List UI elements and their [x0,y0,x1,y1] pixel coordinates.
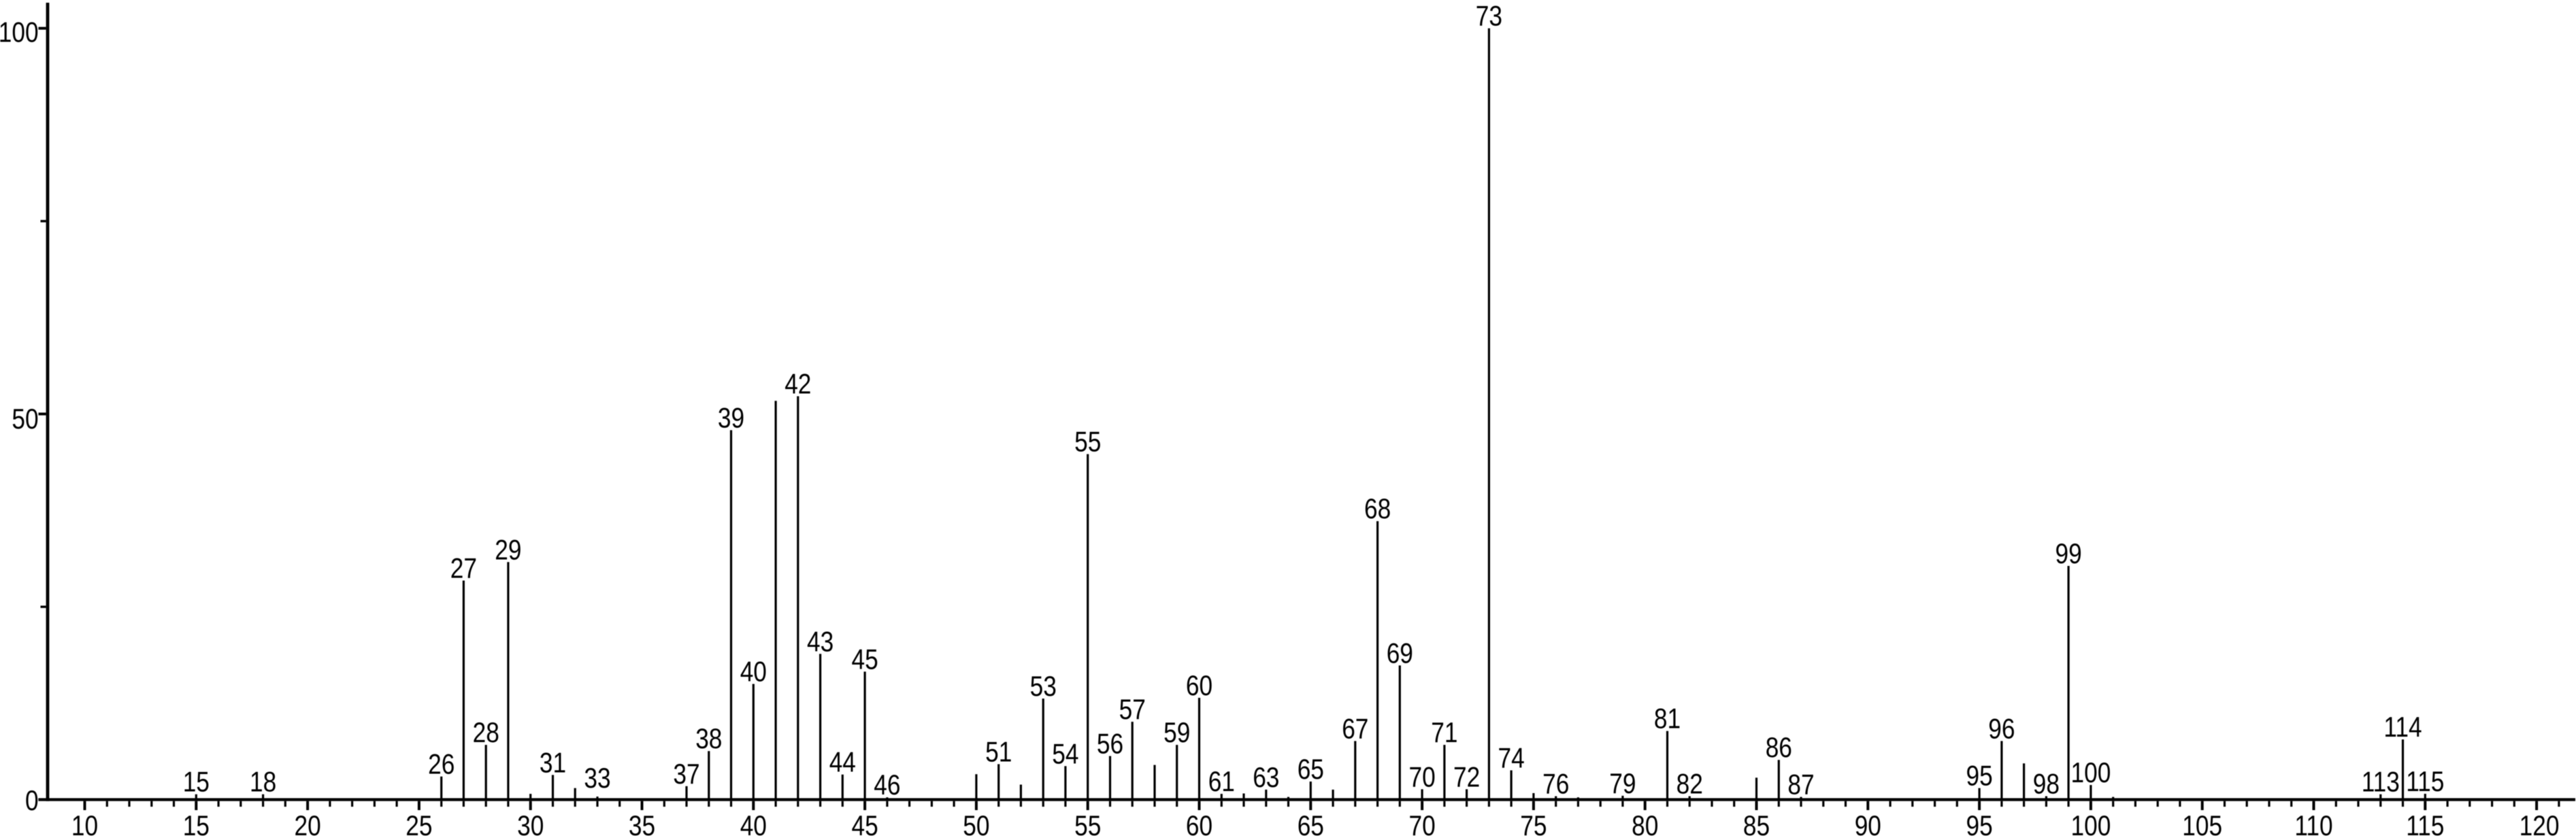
svg-text:99: 99 [2055,538,2081,569]
svg-text:87: 87 [1787,769,1814,801]
svg-text:72: 72 [1453,762,1480,793]
svg-text:67: 67 [1342,714,1368,745]
svg-text:15: 15 [183,810,210,838]
svg-text:53: 53 [1030,671,1057,702]
svg-text:110: 110 [2294,810,2332,838]
svg-text:38: 38 [695,724,722,755]
svg-text:105: 105 [2182,810,2222,838]
svg-text:98: 98 [2033,769,2060,800]
svg-text:50: 50 [963,810,989,838]
svg-text:71: 71 [1431,717,1457,748]
svg-text:82: 82 [1677,769,1703,800]
svg-text:50: 50 [12,403,38,435]
svg-text:68: 68 [1364,494,1391,525]
svg-text:80: 80 [1632,810,1658,838]
svg-text:76: 76 [1542,769,1569,800]
svg-text:100: 100 [2070,810,2111,838]
svg-text:26: 26 [428,749,455,780]
svg-text:43: 43 [807,626,833,658]
svg-text:61: 61 [1208,766,1235,797]
svg-text:40: 40 [740,656,767,688]
svg-text:45: 45 [851,644,878,675]
svg-text:40: 40 [740,810,767,838]
svg-text:81: 81 [1654,703,1681,735]
svg-text:57: 57 [1119,694,1146,725]
svg-text:75: 75 [1520,810,1547,838]
svg-text:44: 44 [829,747,856,778]
svg-text:28: 28 [473,717,499,748]
svg-text:100: 100 [2070,757,2111,788]
svg-text:18: 18 [250,767,276,798]
svg-text:85: 85 [1743,810,1770,838]
svg-text:20: 20 [294,810,320,838]
svg-text:55: 55 [1074,426,1101,458]
svg-text:29: 29 [495,535,521,566]
svg-text:31: 31 [540,748,566,779]
svg-text:95: 95 [1966,760,1992,792]
svg-text:96: 96 [1988,714,2015,745]
svg-text:0: 0 [25,785,39,816]
svg-text:54: 54 [1052,739,1078,770]
svg-text:120: 120 [2520,810,2560,838]
svg-text:79: 79 [1609,768,1636,799]
svg-text:65: 65 [1298,810,1324,838]
svg-text:69: 69 [1387,638,1413,669]
svg-text:33: 33 [584,762,610,794]
svg-text:42: 42 [785,369,811,400]
svg-text:39: 39 [718,403,744,434]
svg-text:10: 10 [71,810,98,838]
svg-text:113: 113 [2362,767,2400,798]
svg-text:100: 100 [0,17,39,48]
svg-text:46: 46 [874,770,900,801]
svg-text:70: 70 [1408,810,1435,838]
svg-text:55: 55 [1074,810,1101,838]
svg-text:90: 90 [1855,810,1881,838]
svg-text:35: 35 [629,810,655,838]
svg-text:95: 95 [1966,810,1992,838]
svg-text:59: 59 [1163,717,1190,748]
svg-text:51: 51 [985,737,1012,768]
svg-text:74: 74 [1498,743,1524,774]
svg-text:115: 115 [2406,766,2444,797]
svg-text:115: 115 [2406,810,2444,838]
svg-text:37: 37 [673,758,699,790]
svg-text:30: 30 [517,810,544,838]
svg-text:56: 56 [1097,728,1123,760]
svg-text:70: 70 [1408,762,1435,793]
svg-text:114: 114 [2383,711,2422,743]
svg-text:63: 63 [1253,762,1279,793]
svg-text:86: 86 [1766,733,1792,764]
svg-text:73: 73 [1476,1,1502,32]
svg-text:25: 25 [406,810,432,838]
svg-text:27: 27 [450,553,477,584]
svg-text:60: 60 [1186,670,1212,701]
svg-text:45: 45 [851,810,878,838]
svg-text:60: 60 [1186,810,1212,838]
svg-text:15: 15 [183,767,210,798]
svg-text:65: 65 [1298,754,1324,785]
